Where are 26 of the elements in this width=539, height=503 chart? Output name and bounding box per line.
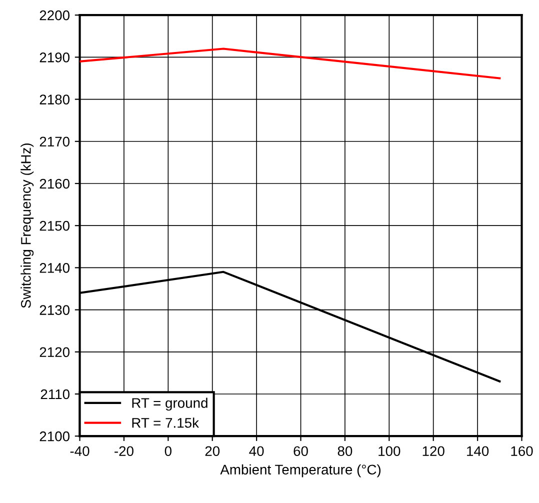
x-tick-label: 20	[205, 446, 220, 456]
x-tick-label: 40	[249, 446, 264, 456]
x-tick-label: 140	[467, 446, 489, 456]
y-tick-label: 2140	[40, 263, 70, 273]
y-tick-label: 2200	[40, 10, 70, 20]
x-tick-label: 0	[164, 446, 172, 456]
y-tick-label: 2150	[40, 220, 70, 231]
y-tick-label: 2120	[40, 347, 70, 358]
y-tick-label: 2130	[40, 305, 70, 315]
x-tick-label: 60	[294, 446, 308, 456]
y-tick-label: 2170	[40, 136, 70, 147]
x-tick-label: 160	[511, 446, 533, 456]
legend-label: RT = 7.15k	[132, 418, 200, 428]
y-tick-label: 2190	[40, 52, 70, 62]
y-tick-label: 2100	[40, 431, 70, 442]
x-tick-label: -40	[70, 446, 90, 456]
x-tick-label: -20	[114, 446, 134, 456]
legend-label: RT = ground	[132, 398, 208, 411]
y-tick-label: 2110	[40, 389, 70, 400]
x-tick-label: 80	[338, 446, 352, 456]
x-axis-title: Ambient Temperature (°C)	[220, 464, 381, 478]
y-axis-title: Switching Frequency (kHz)	[20, 143, 34, 308]
y-tick-label: 2160	[40, 178, 70, 189]
x-tick-label: 100	[378, 446, 400, 456]
y-tick-label: 2180	[40, 94, 70, 104]
x-tick-label: 120	[422, 446, 444, 456]
